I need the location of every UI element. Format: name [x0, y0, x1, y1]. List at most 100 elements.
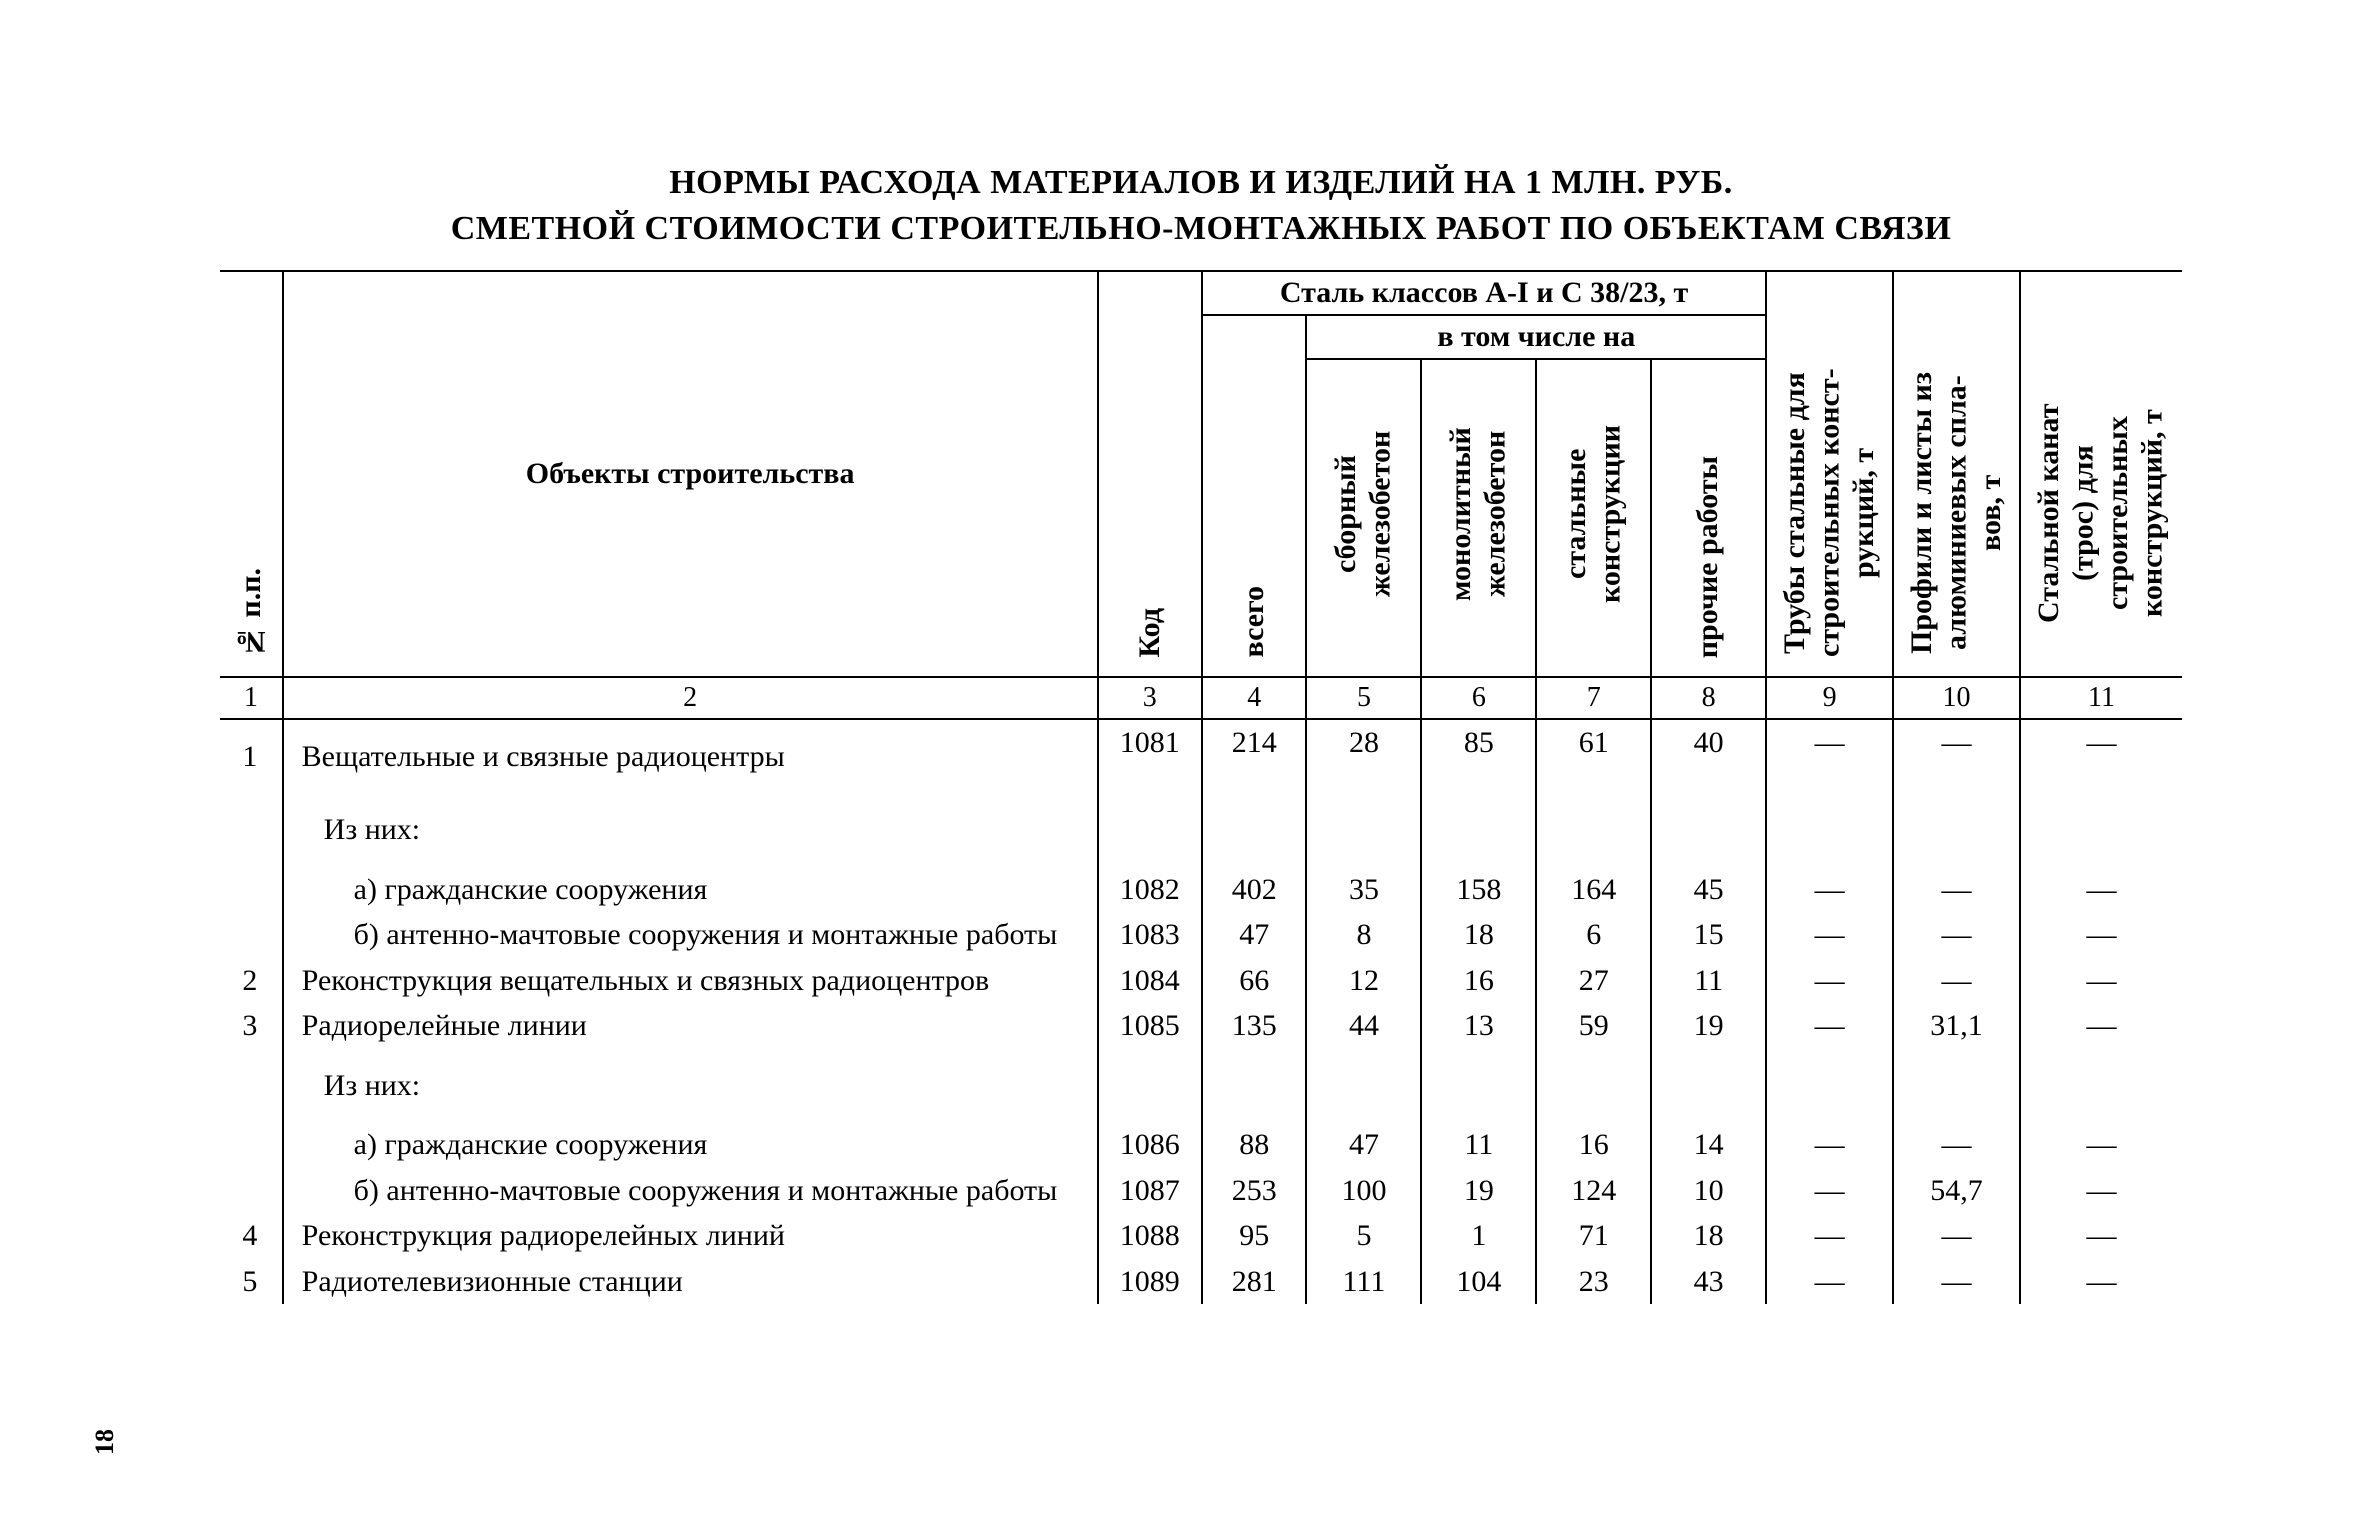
cell-c5: 12: [1306, 958, 1421, 1004]
colnum-1: 1: [220, 677, 283, 719]
cell-object: Радиорелейные линии: [283, 1003, 1098, 1049]
cell-c9: —: [1766, 719, 1893, 794]
cell-c11: —: [2020, 1003, 2182, 1049]
page-number: 18: [90, 1429, 120, 1455]
cell-npp: 5: [220, 1259, 283, 1305]
cell-object: б) антенно-мачтовые сооружения и монтаж­…: [283, 912, 1098, 958]
cell-kod: 1081: [1098, 719, 1202, 794]
cell-kod: 1082: [1098, 867, 1202, 913]
header-stalk: стальные конструкции: [1536, 359, 1651, 677]
table-body: 1Вещательные и связные радиоцентры108121…: [220, 719, 2182, 1305]
cell-c11: —: [2020, 1213, 2182, 1259]
colnum-2: 2: [283, 677, 1098, 719]
cell-object: Вещательные и связные радиоцентры: [283, 719, 1098, 794]
cell-c4: 88: [1202, 1122, 1306, 1168]
cell-c4: 95: [1202, 1213, 1306, 1259]
cell-npp: [220, 1168, 283, 1214]
cell-c11: —: [2020, 719, 2182, 794]
cell-c4: 281: [1202, 1259, 1306, 1305]
colnum-3: 3: [1098, 677, 1202, 719]
cell-c10: [1893, 1049, 2020, 1123]
table-row: 1Вещательные и связные радиоцентры108121…: [220, 719, 2182, 794]
cell-c11: [2020, 793, 2182, 867]
cell-c8: 14: [1651, 1122, 1766, 1168]
table-row: б) антенно-мачтовые сооружения и монтаж­…: [220, 912, 2182, 958]
cell-c4: [1202, 793, 1306, 867]
cell-c4: 253: [1202, 1168, 1306, 1214]
cell-c5: 44: [1306, 1003, 1421, 1049]
cell-c8: 15: [1651, 912, 1766, 958]
cell-c6: 19: [1421, 1168, 1536, 1214]
cell-c9: [1766, 793, 1893, 867]
cell-c6: 85: [1421, 719, 1536, 794]
cell-c9: [1766, 1049, 1893, 1123]
header-npp: № п.п.: [220, 271, 283, 677]
cell-c8: 10: [1651, 1168, 1766, 1214]
cell-c4: 66: [1202, 958, 1306, 1004]
cell-c9: —: [1766, 958, 1893, 1004]
materials-table: № п.п. Объекты строительства Код Сталь к…: [220, 270, 2182, 1305]
cell-npp: 3: [220, 1003, 283, 1049]
cell-c8: 40: [1651, 719, 1766, 794]
cell-object: Из них:: [283, 793, 1098, 867]
cell-c5: 100: [1306, 1168, 1421, 1214]
cell-c10: —: [1893, 912, 2020, 958]
cell-c7: 16: [1536, 1122, 1651, 1168]
cell-c9: —: [1766, 1003, 1893, 1049]
header-steel-group: Сталь классов А-I и С 38/23, т: [1202, 271, 1766, 315]
cell-c6: 1: [1421, 1213, 1536, 1259]
header-vtom: в том числе на: [1306, 315, 1766, 359]
table-row: 4Реконструкция радиорелейных линий108895…: [220, 1213, 2182, 1259]
cell-kod: 1085: [1098, 1003, 1202, 1049]
table-row: а) гражданские сооружения10868847111614—…: [220, 1122, 2182, 1168]
cell-c4: 402: [1202, 867, 1306, 913]
cell-c7: 71: [1536, 1213, 1651, 1259]
cell-npp: [220, 1122, 283, 1168]
cell-object: б) антенно-мачтовые сооружения и монтаж­…: [283, 1168, 1098, 1214]
cell-c6: 11: [1421, 1122, 1536, 1168]
table-row: Из них:: [220, 1049, 2182, 1123]
table-row: 3Радиорелейные линии108513544135919—31,1…: [220, 1003, 2182, 1049]
cell-npp: 4: [220, 1213, 283, 1259]
cell-c6: 18: [1421, 912, 1536, 958]
cell-object: Реконструкция вещательных и связных ради…: [283, 958, 1098, 1004]
cell-kod: [1098, 1049, 1202, 1123]
colnum-6: 6: [1421, 677, 1536, 719]
cell-c5: 47: [1306, 1122, 1421, 1168]
cell-kod: 1083: [1098, 912, 1202, 958]
cell-c6: [1421, 793, 1536, 867]
table-row: б) антенно-мачтовые сооружения и монтаж­…: [220, 1168, 2182, 1214]
cell-c6: 13: [1421, 1003, 1536, 1049]
cell-c8: 45: [1651, 867, 1766, 913]
header-profili: Профили и листы из алюминиевых спла­вов,…: [1893, 271, 2020, 677]
cell-c7: 23: [1536, 1259, 1651, 1305]
header-mono: монолитный железобетон: [1421, 359, 1536, 677]
cell-c8: 11: [1651, 958, 1766, 1004]
cell-c9: —: [1766, 912, 1893, 958]
cell-c11: —: [2020, 867, 2182, 913]
colnum-10: 10: [1893, 677, 2020, 719]
header-proch: прочие работы: [1651, 359, 1766, 677]
cell-object: Из них:: [283, 1049, 1098, 1123]
cell-kod: 1087: [1098, 1168, 1202, 1214]
cell-c11: —: [2020, 958, 2182, 1004]
cell-c7: 27: [1536, 958, 1651, 1004]
cell-c10: —: [1893, 958, 2020, 1004]
cell-c11: —: [2020, 1122, 2182, 1168]
cell-c9: —: [1766, 1168, 1893, 1214]
table-row: а) гражданские сооружения108240235158164…: [220, 867, 2182, 913]
cell-c11: —: [2020, 912, 2182, 958]
cell-c7: [1536, 1049, 1651, 1123]
cell-c8: 18: [1651, 1213, 1766, 1259]
cell-kod: [1098, 793, 1202, 867]
cell-c7: [1536, 793, 1651, 867]
cell-c10: —: [1893, 1259, 2020, 1305]
cell-c9: —: [1766, 1122, 1893, 1168]
cell-c8: 19: [1651, 1003, 1766, 1049]
cell-c11: —: [2020, 1168, 2182, 1214]
colnum-5: 5: [1306, 677, 1421, 719]
cell-c8: [1651, 793, 1766, 867]
cell-c5: 8: [1306, 912, 1421, 958]
cell-c10: —: [1893, 719, 2020, 794]
cell-c4: [1202, 1049, 1306, 1123]
